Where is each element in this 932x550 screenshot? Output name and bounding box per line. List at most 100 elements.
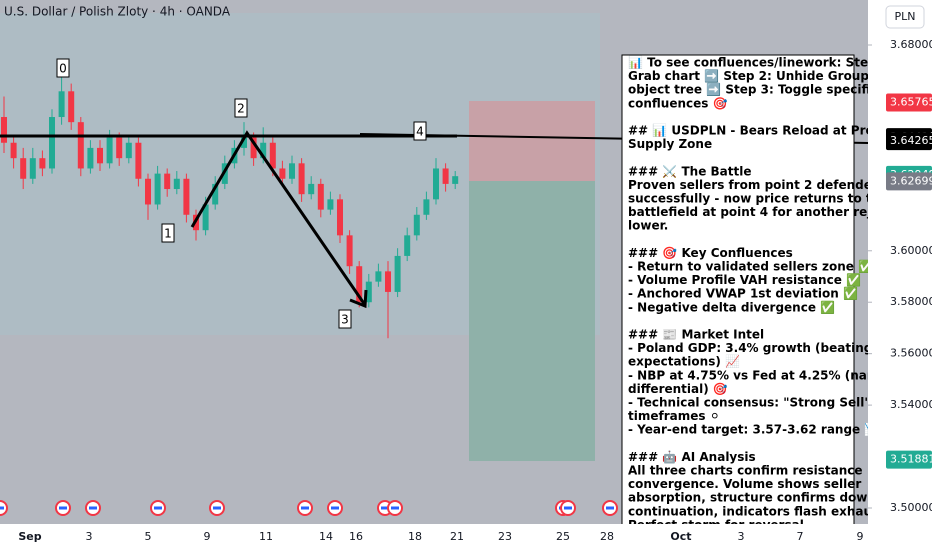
time-label: 11 — [259, 530, 273, 543]
time-label: 3 — [86, 530, 93, 543]
time-label: 5 — [145, 530, 152, 543]
wave-label: 0 — [59, 62, 67, 76]
note-line: confluences 🎯 — [628, 96, 728, 110]
note-line: Proven sellers from point 2 defended — [628, 178, 880, 192]
currency[interactable]: PLN — [895, 10, 916, 23]
candle-body — [260, 142, 267, 159]
price-tag-label: 3.64265 — [890, 134, 932, 147]
wave-box — [161, 223, 175, 243]
candle-body — [269, 142, 276, 169]
note-line: lower. — [628, 219, 668, 233]
note-line: object tree ➡️ Step 3: Toggle specific — [628, 83, 878, 97]
candle-body — [413, 214, 420, 236]
candle-body — [183, 178, 190, 215]
wave-label: 2 — [237, 102, 245, 116]
time-label: 23 — [498, 530, 512, 543]
wave-label: 3 — [341, 313, 349, 327]
stop-zone — [469, 101, 595, 181]
note-line: timeframes ⚪ — [628, 409, 720, 423]
currency-button[interactable] — [885, 5, 925, 29]
price-tick-label: 3.60000 — [890, 244, 932, 257]
candle-body — [356, 266, 363, 303]
note-line: - Return to validated sellers zone ✅ — [628, 260, 873, 274]
note-line: ## 📊 USDPLN - Bears Reload at Proven — [628, 124, 898, 138]
wave-label: 4 — [416, 125, 424, 139]
time-label: 25 — [556, 530, 570, 543]
candle-body — [68, 91, 75, 123]
candle-body — [116, 137, 123, 159]
time-label: 9 — [204, 530, 211, 543]
candle-body — [289, 163, 295, 179]
candle-body — [308, 183, 315, 195]
price-tick-label: 3.50000 — [890, 501, 932, 514]
candle-body — [97, 147, 103, 164]
candle-body — [423, 199, 430, 215]
wave-label: 1 — [164, 227, 172, 241]
note-line: differential) 🎯 — [628, 382, 728, 396]
note-line: - Negative delta divergence ✅ — [628, 300, 835, 314]
time-label: 14 — [319, 530, 333, 543]
time-axis — [0, 524, 868, 550]
candle-body — [77, 122, 84, 169]
candle-body — [241, 137, 247, 148]
price-tag — [886, 132, 932, 151]
candle-body — [20, 158, 27, 179]
candle-body — [365, 281, 372, 303]
price-tick-label: 3.58000 — [890, 295, 932, 308]
candle-body — [298, 163, 305, 195]
candle-body — [202, 204, 209, 231]
note-line: Grab chart ➡️ Step 2: Unhide Group 1 in — [628, 69, 898, 83]
note-line: - NBP at 4.75% vs Fed at 4.25% (narrowin… — [628, 368, 919, 382]
candle-body — [87, 147, 94, 169]
note-line: expectations) 📈 — [628, 355, 740, 369]
note-line: - Anchored VWAP 1st deviation ✅ — [628, 287, 858, 301]
candle-body — [154, 173, 161, 205]
candle-body — [135, 142, 142, 179]
price-tick-label: 3.56000 — [890, 347, 932, 360]
candle-body — [385, 271, 391, 292]
wave-box — [338, 309, 352, 329]
candle-body — [10, 142, 17, 159]
candle-body — [433, 168, 439, 200]
target-zone — [469, 181, 595, 461]
time-label: 3 — [738, 530, 745, 543]
time-label: 28 — [600, 530, 614, 543]
note-line: All three charts confirm resistance — [628, 464, 863, 478]
symbol-title: U.S. Dollar / Polish Zloty · 4h · OANDA — [4, 5, 231, 19]
candle-body — [58, 91, 65, 118]
candle-body — [1, 117, 7, 143]
note-line: ### 🤖 AI Analysis — [628, 450, 756, 464]
candle-body — [39, 158, 46, 169]
note-line: - Poland GDP: 3.4% growth (beating — [628, 341, 872, 355]
candle-body — [346, 235, 353, 267]
note-line: continuation, indicators flash exhaustio… — [628, 504, 910, 518]
note-line: - Technical consensus: "Strong Sell" acr… — [628, 396, 918, 410]
time-label: 18 — [408, 530, 422, 543]
price-tag-label: 3.51881 — [890, 453, 932, 466]
candle-body — [212, 183, 219, 205]
candle-body — [327, 199, 334, 210]
candle-body — [452, 176, 459, 184]
wave-box — [56, 58, 70, 78]
note-line: absorption, structure confirms downtrend — [628, 491, 913, 505]
candle-body — [250, 137, 257, 159]
price-tag — [886, 93, 932, 112]
candle-body — [394, 255, 401, 292]
price-tag — [886, 450, 932, 469]
candle-body — [49, 117, 55, 169]
candle-body — [279, 168, 286, 179]
note-line: ### 🎯 Key Confluences — [628, 246, 793, 260]
note-box — [621, 54, 855, 524]
candle-body — [375, 271, 382, 282]
note-line: convergence. Volume shows seller — [628, 477, 861, 491]
candle-body — [125, 142, 132, 159]
note-line: - Volume Profile VAH resistance ✅ — [628, 273, 861, 287]
candle-body — [106, 137, 113, 164]
note-line: ### 📰 Market Intel — [628, 328, 764, 342]
time-label: Oct — [670, 530, 691, 543]
time-label: Sep — [18, 530, 41, 543]
note-line: successfully - now price returns to thei… — [628, 192, 898, 206]
price-tag-label: 3.62699 — [890, 174, 932, 187]
price-tick-label: 3.54000 — [890, 398, 932, 411]
